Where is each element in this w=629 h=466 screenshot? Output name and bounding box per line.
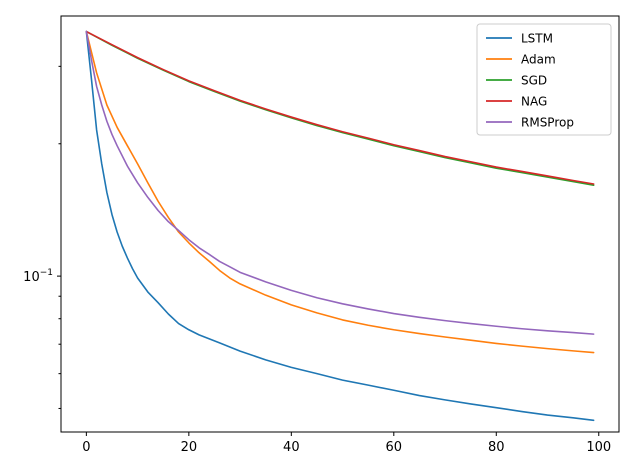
x-tick-label: 100 — [586, 440, 611, 455]
series-line-lstm — [85, 30, 595, 422]
x-axis: 0 20 40 60 80 100 — [82, 432, 611, 455]
y-tick-label: 10−1 — [23, 268, 53, 285]
legend: LSTM Adam SGD NAG RMSProp — [476, 23, 612, 136]
x-tick-label: 0 — [82, 440, 90, 455]
legend-label-adam: Adam — [521, 53, 556, 67]
legend-label-lstm: LSTM — [521, 32, 553, 46]
x-tick-label: 60 — [386, 440, 403, 455]
legend-label-sgd: SGD — [521, 74, 547, 88]
x-tick-label: 20 — [181, 440, 198, 455]
legend-box — [476, 23, 612, 136]
x-tick-label: 40 — [283, 440, 300, 455]
series-line-rmsprop — [85, 30, 595, 335]
x-tick-label: 80 — [488, 440, 505, 455]
series-layer — [85, 30, 595, 422]
plot-area-frame — [60, 15, 620, 433]
legend-label-rmsprop: RMSProp — [521, 116, 574, 130]
series-line-nag — [85, 30, 595, 185]
legend-label-nag: NAG — [521, 95, 547, 109]
y-axis: 10−1 — [23, 65, 61, 409]
series-line-adam — [85, 30, 595, 354]
